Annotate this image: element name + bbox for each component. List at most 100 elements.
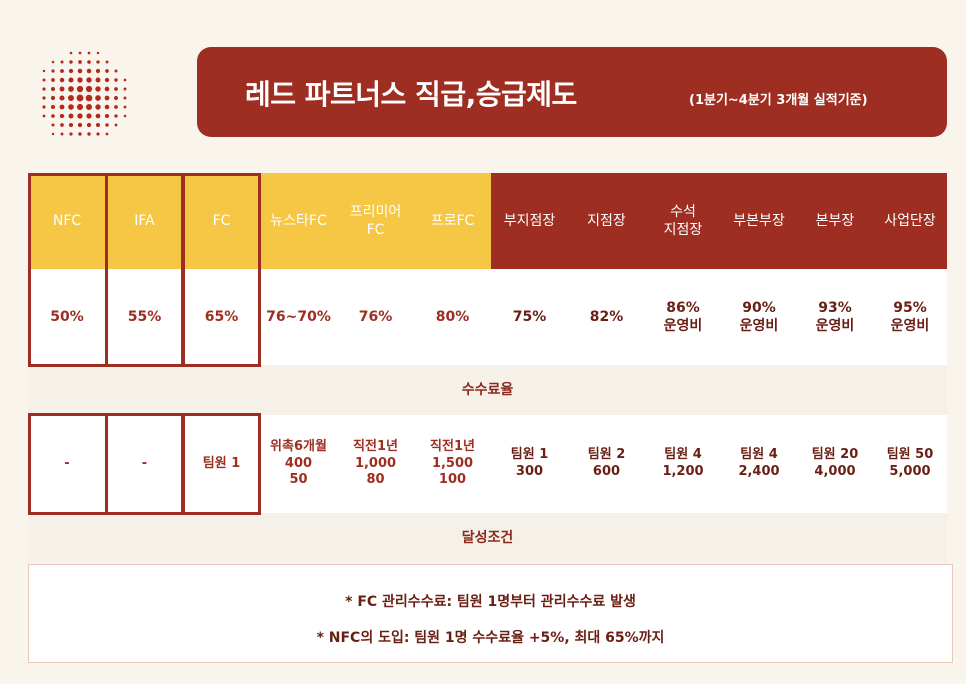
logo-dot [86,68,92,74]
logo-dot [78,51,82,55]
header-cell: 뉴스타FC [260,173,337,269]
logo-dot [77,122,83,128]
page-subtitle: (1분기~4분기 3개월 실적기준) [689,93,868,108]
condition-label-row: 달성조건 [28,513,947,563]
condition-cell: 직전1년 1,000 80 [353,438,398,488]
logo-dot [68,68,74,74]
header-cell: IFA [106,173,183,269]
header-cell: 지점장 [568,173,645,269]
logo-dot [42,96,46,100]
logo-dot [69,132,73,136]
logo-dot [104,95,110,101]
header-cell: FC [183,173,260,269]
condition-cell: 팀원 4 1,200 [662,447,704,479]
logo-dot [50,95,56,101]
logo-dot [50,104,56,110]
title-banner: 레드 파트너스 직급,승급제도 (1분기~4분기 3개월 실적기준) [197,47,947,137]
logo-dot [78,132,82,136]
logo-dot [51,60,55,64]
header-row: NFC IFA FC 뉴스타FC 프리미어 FC 프로FC 부지점장 지점장 수… [28,173,947,269]
rate-cell: 55% [127,308,162,325]
logo-dot [60,60,64,64]
header-cell: 수석 지점장 [645,173,721,269]
logo-dot [59,104,65,110]
notes-box: * FC 관리수수료: 팀원 1명부터 관리수수료 발생 * NFC의 도입: … [28,564,953,663]
logo-dot [60,69,64,73]
logo-dot [114,78,118,82]
logo-dot [95,68,101,74]
condition-cell: - [64,455,70,471]
rate-cell: 76~70% [266,308,331,325]
logo-dot [123,96,127,100]
rate-cell: 76% [358,308,393,325]
logo-dot [114,114,118,118]
logo-dot [85,85,93,93]
header-cell: NFC [28,173,106,269]
logo-dot [123,114,127,118]
logo-dot [42,78,46,82]
logo-dot [42,69,46,73]
logo-dot [114,87,118,91]
logo-dot [51,114,55,118]
logo-dot [69,51,73,55]
condition-cell: 위촉6개월 400 50 [270,438,327,488]
rate-cell: 90% 운영비 [739,299,779,334]
logo-dot [51,69,55,73]
rate-cell: 82% [589,308,624,325]
condition-cell: 팀원 4 2,400 [738,447,780,479]
logo-dot [96,51,100,55]
condition-cell: 팀원 20 4,000 [811,447,859,479]
logo-dot [42,105,46,109]
logo-dot [87,51,91,55]
condition-cell: 직전1년 1,500 100 [430,438,475,488]
logo-dot [87,60,91,64]
header-cell: 프리미어 FC [337,173,414,269]
condition-cell: 팀원 2 600 [587,447,626,479]
logo-dot [105,60,109,64]
logo-dot [105,132,109,136]
logo-dot [50,86,56,92]
logo-dot [76,94,84,102]
header-cell: 본부장 [797,173,873,269]
rate-cell: 65% [204,308,239,325]
logo-dot [59,113,65,119]
rate-cell: 95% 운영비 [890,299,930,334]
logo-dot [42,87,46,91]
logo-dot [95,104,101,110]
logo-dot [77,77,83,83]
logo-dot [86,77,92,83]
logo-dot [96,132,100,136]
logo-dot [68,122,74,128]
logo-dot [104,113,110,119]
logo-dot [60,132,64,136]
rate-cell: 86% 운영비 [663,299,703,334]
logo-dot [68,86,74,92]
logo-dot [85,103,93,111]
logo-dot [59,86,65,92]
logo-dot [114,105,118,109]
logo-dot [114,123,118,127]
logo-dot [76,85,84,93]
logo-dot [59,77,65,83]
logo-dot [104,77,110,83]
condition-label: 달성조건 [461,529,514,546]
logo-dot [105,123,109,127]
logo-dot [123,78,127,82]
logo-dot [51,78,55,82]
logo-dot [69,60,73,64]
logo-dot [86,113,92,119]
rate-cell: 50% [50,308,84,325]
condition-cell: - [141,455,148,471]
logo-dot [114,69,118,73]
condition-cell: 팀원 50 5,000 [886,447,934,479]
logo-dot [96,60,100,64]
dotted-globe-logo [42,51,127,136]
header-cell: 프로FC [414,173,491,269]
page-title: 레드 파트너스 직급,승급제도 [245,78,577,111]
rate-row: 50% 55% 65% 76~70% 76% 80% 75% 82% 86% 운… [28,269,947,365]
logo-dot [114,96,118,100]
logo-dot [96,123,100,127]
logo-dot [123,105,127,109]
rate-label: 수수료율 [461,381,514,398]
header-cell: 사업단장 [873,173,947,269]
